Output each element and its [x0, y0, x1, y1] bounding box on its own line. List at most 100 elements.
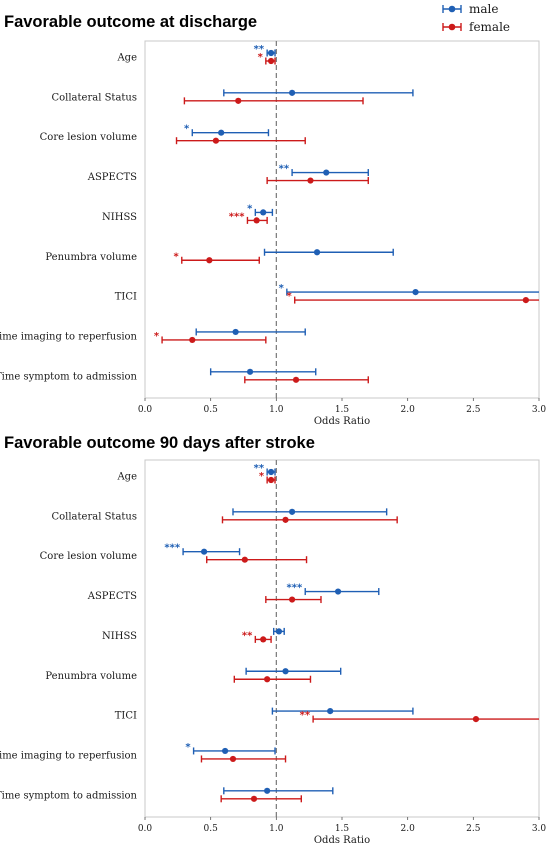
legend-male-label: male — [469, 2, 498, 16]
x-tick-label: 0.0 — [138, 405, 153, 415]
category-label: Time imaging to reperfusion — [0, 331, 138, 342]
significance-label: ** — [242, 630, 253, 641]
category-label: TICI — [115, 711, 137, 722]
legend-item-male: male — [442, 2, 498, 16]
point-estimate — [260, 636, 267, 643]
point-estimate — [229, 755, 237, 763]
point-estimate — [288, 596, 296, 603]
point-estimate — [412, 289, 419, 296]
series-female: ***** — [200, 471, 539, 803]
point-estimate — [241, 556, 248, 563]
point-estimate — [253, 217, 260, 224]
x-tick-label: 0.5 — [204, 824, 219, 834]
x-tick-label: 1.5 — [335, 405, 350, 415]
point-estimate — [267, 468, 275, 476]
category-label: Collateral Status — [51, 511, 137, 522]
significance-label: ** — [254, 44, 265, 55]
point-estimate — [264, 787, 271, 794]
series-male: ******* — [184, 44, 539, 376]
point-estimate — [288, 508, 296, 515]
category-label: Time imaging to reperfusion — [0, 750, 138, 761]
category-label: Penumbra volume — [45, 671, 137, 682]
point-estimate — [327, 708, 334, 715]
category-label: ASPECTS — [87, 591, 137, 602]
x-tick-label: 2.5 — [466, 824, 481, 834]
point-estimate — [189, 336, 196, 344]
point-estimate — [212, 137, 220, 144]
point-estimate — [282, 668, 289, 675]
category-label: NIHSS — [102, 631, 137, 642]
significance-label: ** — [254, 463, 265, 474]
point-estimate — [522, 297, 529, 304]
point-estimate — [307, 177, 314, 184]
panel-title: Favorable outcome 90 days after stroke — [4, 434, 315, 452]
point-estimate — [250, 795, 258, 802]
series-male: ********* — [164, 463, 414, 795]
category-label: Penumbra volume — [45, 252, 137, 263]
x-tick-label: 2.0 — [401, 405, 416, 415]
x-tick-label: 0.5 — [204, 405, 219, 415]
point-estimate — [267, 49, 275, 57]
significance-label: * — [174, 251, 180, 262]
point-estimate — [267, 57, 275, 65]
legend-male-marker — [448, 5, 456, 13]
point-estimate — [235, 97, 242, 104]
significance-label: * — [185, 742, 191, 753]
panel-1: Favorable outcome at discharge 0.0 0.5 1.0 1… — [0, 13, 546, 427]
plot-frame — [144, 40, 540, 399]
legend-female-label: female — [469, 20, 510, 34]
category-label: ASPECTS — [87, 172, 137, 183]
series-female: ******* — [154, 52, 539, 384]
legend-item-female: female — [442, 20, 510, 34]
category-label: Age — [116, 53, 137, 64]
significance-label: * — [279, 283, 285, 294]
significance-label: ** — [279, 164, 290, 175]
significance-label: ** — [300, 710, 311, 721]
significance-label: *** — [164, 543, 180, 554]
legend-female-marker — [448, 23, 456, 31]
panel-title: Favorable outcome at discharge — [4, 13, 257, 31]
point-estimate — [288, 89, 296, 96]
significance-label: * — [286, 291, 292, 302]
significance-label: * — [154, 331, 160, 342]
category-label: TICI — [115, 292, 137, 303]
legend: male female — [442, 2, 510, 34]
point-estimate — [222, 747, 229, 755]
point-estimate — [313, 249, 321, 256]
point-estimate — [232, 328, 239, 336]
x-axis-label: Odds Ratio — [314, 835, 370, 846]
point-estimate — [472, 716, 480, 723]
point-estimate — [282, 516, 289, 523]
category-label: NIHSS — [102, 212, 137, 223]
category-label: Time symptom to admission — [0, 371, 138, 382]
plot-frame — [144, 459, 540, 818]
point-estimate — [264, 676, 271, 683]
x-axis-label: Odds Ratio — [314, 416, 370, 427]
x-tick-label: 2.5 — [466, 405, 481, 415]
significance-label: *** — [287, 583, 303, 594]
x-tick-label: 0.0 — [138, 824, 153, 834]
category-label: Time symptom to admission — [0, 790, 138, 801]
category-label: Collateral Status — [51, 92, 137, 103]
category-label: Age — [116, 472, 137, 483]
significance-label: * — [258, 52, 264, 63]
point-estimate — [323, 169, 330, 176]
significance-label: * — [184, 124, 190, 135]
significance-label: * — [259, 471, 265, 482]
point-estimate — [334, 588, 342, 595]
panel-2: Favorable outcome 90 days after stroke 0.… — [0, 434, 546, 846]
x-tick-label: 3.0 — [532, 824, 547, 834]
category-label: Core lesion volume — [40, 132, 137, 143]
category-label: Core lesion volume — [40, 551, 137, 562]
significance-label: *** — [229, 211, 245, 222]
point-estimate — [275, 628, 283, 635]
point-estimate — [292, 376, 300, 383]
point-estimate — [218, 129, 225, 136]
point-estimate — [246, 368, 254, 375]
x-tick-label: 1.0 — [269, 405, 284, 415]
x-tick-label: 1.0 — [269, 824, 284, 834]
point-estimate — [267, 476, 275, 484]
x-tick-label: 3.0 — [532, 405, 547, 415]
x-tick-label: 2.0 — [401, 824, 416, 834]
